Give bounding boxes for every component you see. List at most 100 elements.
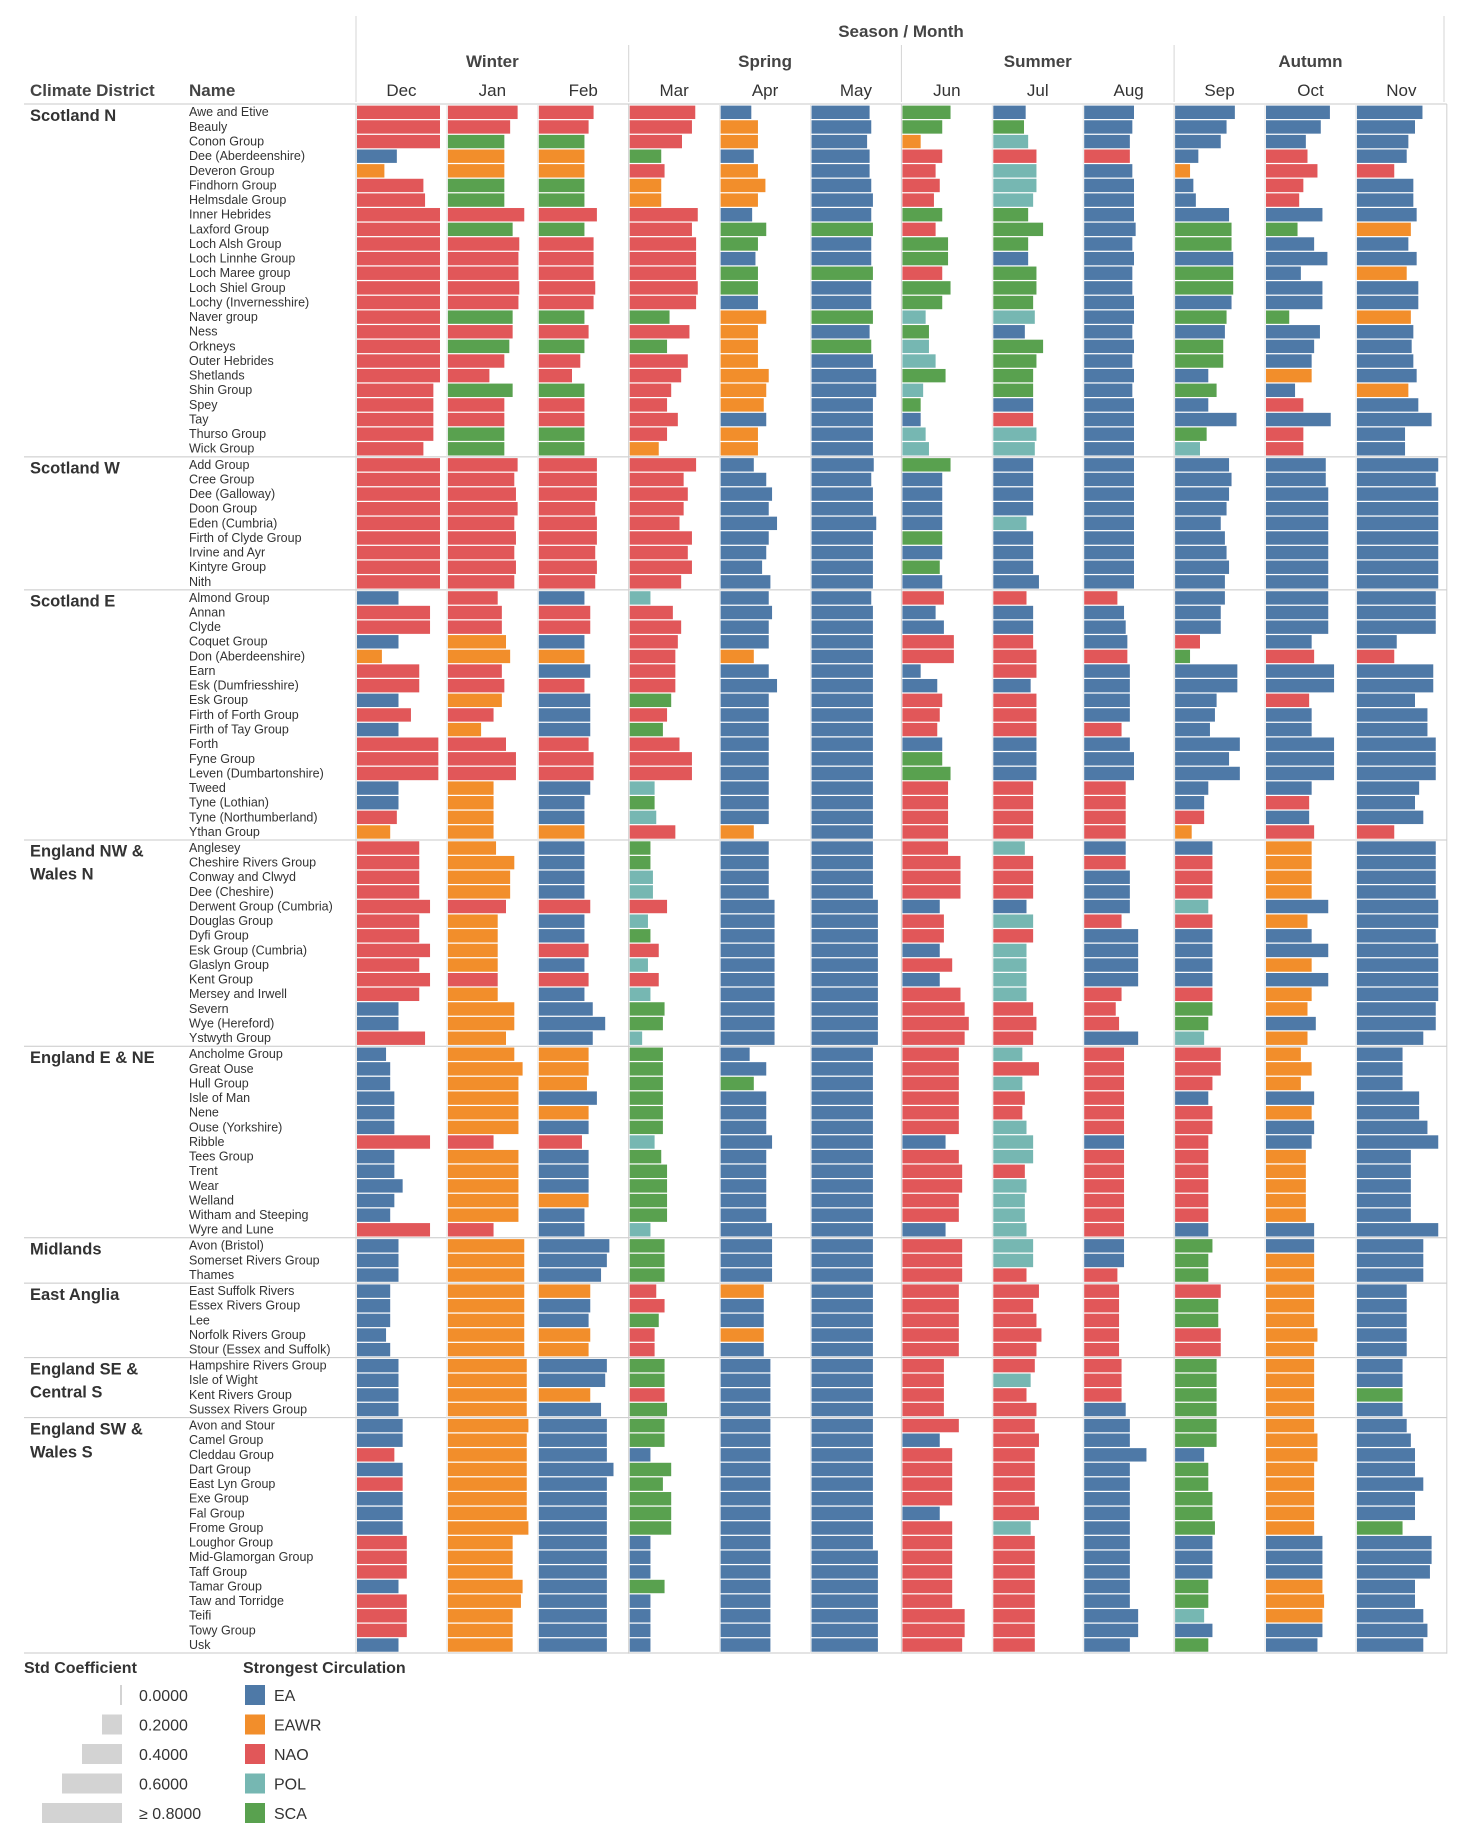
size-legend-swatch [42, 1803, 122, 1823]
bar-ea [720, 1268, 773, 1282]
month-label: Jul [1027, 81, 1049, 100]
bar-ea [1084, 383, 1133, 397]
bar-nao [1084, 1179, 1125, 1193]
bar-nao [447, 708, 494, 722]
bar-nao [1084, 1358, 1122, 1373]
bar-nao [629, 412, 678, 427]
bar-eawr [720, 649, 754, 664]
row-label: Esk Group [189, 693, 248, 707]
bar-ea [1266, 1550, 1323, 1564]
bar-ea [720, 620, 769, 634]
bar-ea [1266, 502, 1329, 516]
bar-ea [1084, 1135, 1125, 1149]
bar-nao [357, 1623, 407, 1638]
row-label: Lochy (Invernesshire) [189, 295, 309, 309]
bar-nao [629, 752, 692, 766]
bar-sca [629, 1106, 663, 1120]
bar-nao [1266, 149, 1308, 163]
bar-nao [1084, 796, 1126, 810]
bar-ea [1084, 766, 1134, 781]
bar-eawr [1266, 1193, 1306, 1208]
bar-eawr [1266, 1492, 1315, 1506]
bar-sca [993, 208, 1029, 222]
bar-nao [1084, 1373, 1122, 1387]
bar-eawr [538, 825, 585, 839]
bar-nao [1084, 1193, 1125, 1208]
row-label: Avon and Stour [189, 1419, 275, 1433]
bar-sca [629, 1506, 672, 1521]
bar-ea [538, 1535, 607, 1550]
bar-sca [629, 1179, 668, 1193]
bar-ea [538, 1638, 607, 1652]
season-label: Summer [1004, 52, 1072, 71]
bar-nao [993, 1062, 1039, 1076]
bar-nao [1084, 855, 1126, 870]
row-label: Conon Group [189, 134, 264, 148]
bar-ea [1356, 1477, 1424, 1491]
bar-eawr [720, 120, 758, 134]
row-label: Dart Group [189, 1462, 251, 1476]
bar-eawr [357, 164, 385, 178]
bar-eawr [1266, 1609, 1323, 1623]
bar-nao [629, 1299, 665, 1313]
bar-ea [1356, 620, 1436, 634]
bar-ea [629, 1623, 651, 1638]
bar-ea [811, 193, 873, 207]
bar-ea [1266, 531, 1329, 545]
bar-ea [811, 825, 873, 839]
bar-eawr [447, 693, 502, 708]
bar-nao [993, 1579, 1035, 1594]
row-label: Exe Group [189, 1492, 249, 1506]
bar-ea [993, 620, 1034, 634]
bar-ea [1356, 1492, 1415, 1506]
bar-ea [993, 502, 1034, 516]
row-label: Douglas Group [189, 914, 273, 928]
bar-nao [993, 1462, 1035, 1477]
bar-ea [811, 855, 873, 870]
bar-ea [811, 295, 872, 310]
bar-nao [902, 929, 944, 943]
bar-ea [1356, 708, 1428, 722]
bar-sca [720, 281, 758, 295]
bar-sca [902, 208, 943, 222]
row-label: Findhorn Group [189, 178, 277, 192]
bar-ea [1084, 237, 1133, 251]
bar-ea [1356, 1609, 1424, 1623]
color-legend-swatch-pol [245, 1773, 265, 1794]
bar-ea [1356, 1047, 1403, 1061]
bar-ea [720, 943, 775, 958]
month-label: Nov [1386, 81, 1417, 100]
bar-ea [357, 1149, 395, 1164]
bar-nao [538, 295, 594, 310]
bar-ea [720, 1106, 767, 1120]
bar-sca [538, 339, 585, 354]
bar-nao [629, 825, 676, 839]
bar-ea [1175, 1448, 1205, 1462]
bar-ea [629, 1594, 651, 1608]
bar-ea [1084, 1623, 1139, 1638]
bar-nao [357, 987, 420, 1002]
bar-ea [993, 472, 1034, 487]
bar-eawr [538, 1388, 591, 1402]
bar-nao [1084, 722, 1122, 737]
bar-nao [357, 958, 420, 972]
bar-nao [1175, 1120, 1213, 1135]
bar-nao [357, 1609, 407, 1623]
bar-ea [1084, 1565, 1130, 1579]
bar-pol [629, 987, 651, 1002]
row-label: Doon Group [189, 502, 257, 516]
bar-eawr [1266, 1299, 1315, 1313]
season-label: Autumn [1278, 52, 1342, 71]
row-label: Tay [189, 412, 209, 426]
bar-nao [357, 354, 440, 368]
bar-sca [629, 796, 655, 810]
bar-ea [811, 958, 878, 972]
bar-eawr [447, 1521, 529, 1535]
bar-eawr [1266, 885, 1312, 899]
bar-eawr [1266, 841, 1312, 855]
bar-ea [993, 899, 1027, 914]
bar-nao [902, 1299, 959, 1313]
chart-title: Season / Month [838, 22, 964, 41]
bar-ea [720, 796, 769, 810]
bar-ea [1266, 105, 1330, 120]
